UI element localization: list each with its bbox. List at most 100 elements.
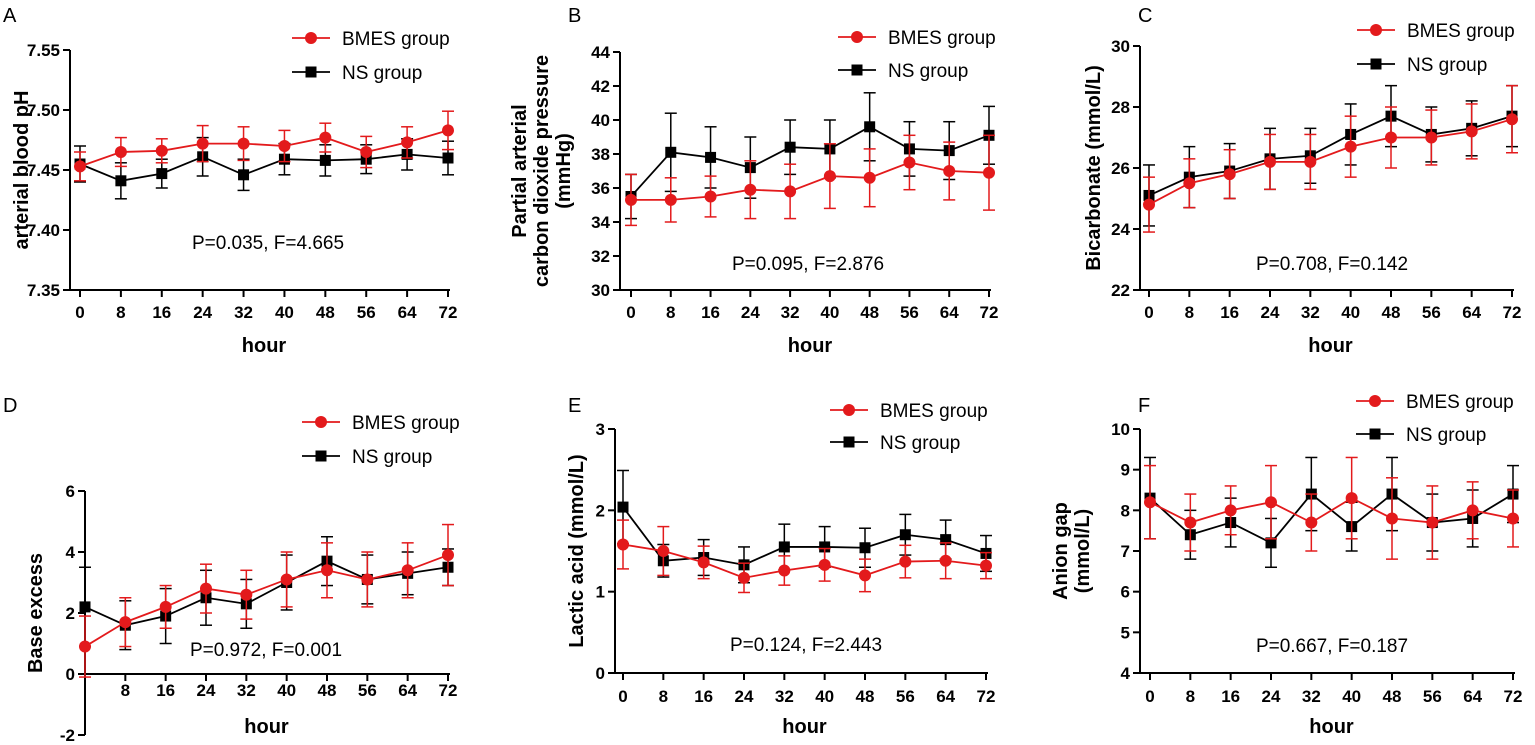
x-tick-label: 72 xyxy=(439,681,458,700)
stat-annotation: P=0.667, F=0.187 xyxy=(1256,636,1408,657)
data-point xyxy=(1466,504,1479,517)
panel-e: E 0 1 2 3 0 8 16 24 32 40 48 56 64 72 hour Lactic acid (… xyxy=(566,395,995,738)
x-tick-label: 16 xyxy=(156,681,175,700)
data-point xyxy=(617,538,629,551)
series-line xyxy=(1148,118,1513,206)
data-point xyxy=(863,171,876,184)
data-point xyxy=(859,569,871,582)
data-point xyxy=(1507,512,1519,525)
x-tick-label: 64 xyxy=(940,303,959,322)
data-point xyxy=(940,534,952,546)
x-tick-label: 48 xyxy=(1383,687,1402,706)
legend: BMES group NS group xyxy=(838,28,996,82)
series-line xyxy=(622,506,987,566)
y-axis-title: (mmHg) xyxy=(553,133,575,209)
legend-label: NS group xyxy=(342,63,422,84)
legend-marker xyxy=(1370,58,1382,70)
data-point xyxy=(200,582,212,595)
x-tick-label: 16 xyxy=(1220,303,1239,322)
x-axis-title: hour xyxy=(788,335,833,357)
y-axis-title: Bicarbonate (mmol/L) xyxy=(1083,65,1105,271)
data-point xyxy=(864,121,876,133)
y-tick-label: 24 xyxy=(1111,220,1130,239)
data-point xyxy=(1426,516,1439,529)
x-tick-label: 8 xyxy=(1185,303,1194,322)
x-tick-label: 24 xyxy=(741,303,760,322)
y-tick-label: -2 xyxy=(60,726,75,745)
y-tick-label: 28 xyxy=(1111,98,1130,117)
x-tick-label: 56 xyxy=(900,303,919,322)
y-tick-label: 30 xyxy=(1111,37,1130,56)
data-point xyxy=(784,141,796,153)
data-point xyxy=(1144,496,1156,509)
series-ns xyxy=(74,136,454,200)
data-point xyxy=(899,555,912,568)
data-point xyxy=(1304,155,1317,168)
data-point xyxy=(705,151,717,163)
legend-marker xyxy=(305,66,317,78)
series-line xyxy=(84,554,449,648)
x-tick-label: 24 xyxy=(735,687,754,706)
data-point xyxy=(237,137,250,150)
x-axis-title: hour xyxy=(242,335,287,357)
x-tick-label: 40 xyxy=(1342,687,1361,706)
x-tick-label: 16 xyxy=(1221,687,1240,706)
x-tick-label: 56 xyxy=(1423,687,1442,706)
x-tick-label: 48 xyxy=(316,303,335,322)
y-tick-label: 4 xyxy=(1121,664,1131,683)
data-point xyxy=(319,131,332,144)
legend-marker xyxy=(305,32,317,44)
data-point xyxy=(625,193,637,206)
data-point xyxy=(114,146,127,158)
legend-marker xyxy=(1369,428,1381,440)
x-tick-label: 40 xyxy=(1341,303,1360,322)
data-point xyxy=(278,140,291,152)
data-point xyxy=(1224,504,1237,517)
y-axis-title: carbon dioxide pressure xyxy=(531,55,553,287)
panel-letter: E xyxy=(568,395,581,417)
x-tick-label: 48 xyxy=(856,687,875,706)
data-point xyxy=(704,190,717,203)
y-tick-label: 2 xyxy=(66,604,75,623)
data-point xyxy=(155,144,168,157)
y-tick-label: 1 xyxy=(596,583,605,602)
y-tick-label: 32 xyxy=(591,247,610,266)
y-tick-label: 6 xyxy=(1121,583,1130,602)
x-tick-label: 8 xyxy=(666,303,675,322)
y-axis-title: Anion gap xyxy=(1050,502,1072,600)
x-tick-label: 72 xyxy=(1503,303,1522,322)
data-point xyxy=(819,541,831,553)
data-point xyxy=(115,175,127,187)
data-point xyxy=(664,193,677,206)
series-line xyxy=(630,125,990,198)
y-tick-label: 22 xyxy=(1111,281,1130,300)
data-point xyxy=(401,136,414,149)
y-tick-label: 30 xyxy=(591,281,610,300)
data-point xyxy=(238,169,250,181)
data-point xyxy=(738,571,750,584)
x-tick-label: 64 xyxy=(398,303,417,322)
data-point xyxy=(617,501,629,513)
x-tick-label: 8 xyxy=(121,681,130,700)
x-tick-label: 0 xyxy=(1145,687,1154,706)
panel-letter: F xyxy=(1138,395,1150,417)
data-point xyxy=(943,165,956,177)
series-line xyxy=(79,129,449,168)
data-point xyxy=(79,601,91,613)
data-point xyxy=(280,573,293,586)
x-tick-label: 64 xyxy=(936,687,955,706)
series-bmes xyxy=(74,110,454,182)
data-point xyxy=(74,160,86,173)
data-point xyxy=(1265,537,1277,549)
x-tick-label: 24 xyxy=(1262,687,1281,706)
y-tick-label: 38 xyxy=(591,145,610,164)
data-point xyxy=(401,564,414,577)
x-tick-label: 0 xyxy=(75,303,84,322)
stat-annotation: P=0.095, F=2.876 xyxy=(732,254,884,275)
legend-label: BMES group xyxy=(1406,392,1514,413)
x-tick-label: 8 xyxy=(1186,687,1195,706)
y-axis-title: Base excess xyxy=(25,553,47,673)
series-ns xyxy=(617,469,992,584)
